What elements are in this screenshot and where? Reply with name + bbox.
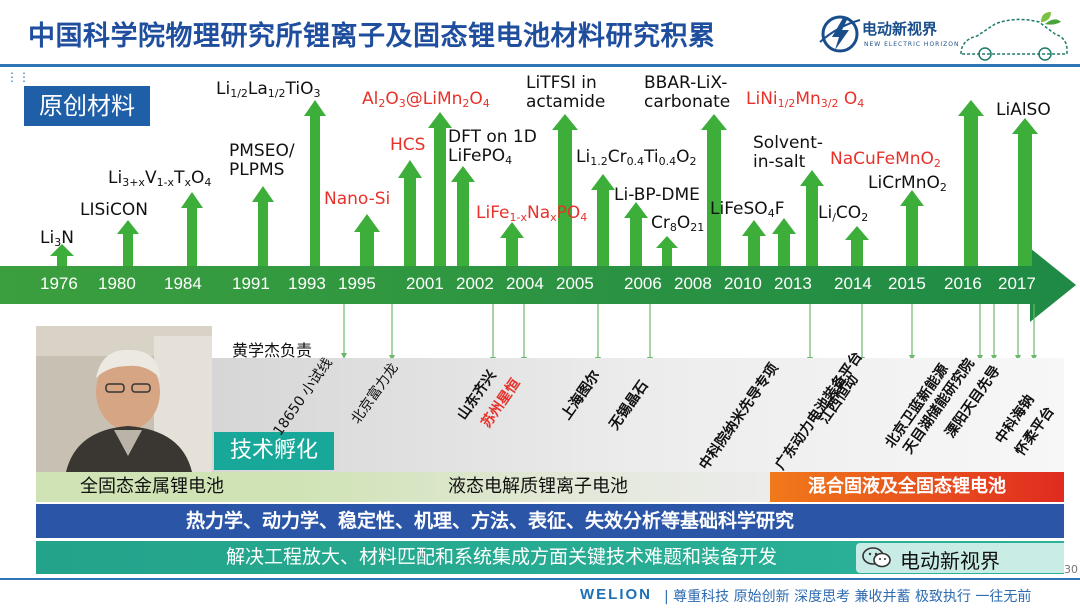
timeline-arrow bbox=[0, 248, 1076, 322]
material-label: LiCrMnO2 bbox=[868, 173, 947, 195]
material-label: Solvent-in-salt bbox=[753, 133, 824, 172]
arrow-lialso bbox=[1012, 118, 1038, 266]
year-label: 1991 bbox=[232, 274, 270, 293]
arrow-lifena bbox=[500, 222, 524, 266]
material-label: PMSEO/PLPMS bbox=[229, 141, 295, 180]
year-label: 2008 bbox=[674, 274, 712, 293]
header-rule bbox=[0, 64, 1080, 67]
arrow-li3n bbox=[50, 244, 74, 266]
band-basic-science: 热力学、动力学、稳定性、机理、方法、表征、失效分析等基础科学研究 bbox=[36, 504, 1064, 538]
band-label: 全固态金属锂电池 bbox=[80, 476, 224, 497]
arrow-hcs bbox=[398, 160, 422, 266]
band-label: 热力学、动力学、稳定性、机理、方法、表征、失效分析等基础科学研究 bbox=[186, 510, 795, 532]
material-label: LiFeSO4F bbox=[710, 199, 785, 221]
year-label: 1984 bbox=[164, 274, 202, 293]
arrow-nanosi bbox=[354, 214, 380, 266]
arrow-cr8o21 bbox=[656, 236, 678, 266]
year-label: 2013 bbox=[774, 274, 812, 293]
arrow-lifesof bbox=[742, 220, 766, 266]
wechat-icon bbox=[862, 547, 891, 568]
page-title: 中国科学院物理研究所锂离子及固态锂电池材料研究积累 bbox=[28, 21, 716, 52]
material-label: HCS bbox=[390, 135, 426, 155]
arrow-bbar bbox=[701, 114, 727, 266]
material-label: BBAR-LiX-carbonate bbox=[644, 73, 731, 112]
arrow-licrti bbox=[591, 174, 615, 266]
material-label: Li/CO2 bbox=[818, 203, 869, 225]
material-label: LiTFSI in actamide bbox=[526, 73, 606, 112]
arrow-lisicon bbox=[117, 220, 139, 266]
green-car-icon bbox=[960, 12, 1068, 61]
lightning-logo-icon bbox=[819, 15, 861, 53]
year-label: 2010 bbox=[724, 274, 762, 293]
material-label: LiNi1/2Mn3/2 O4 bbox=[746, 89, 865, 111]
footer-rule bbox=[0, 578, 1080, 580]
arrow-al2o3 bbox=[428, 112, 452, 266]
original-materials-badge: 原创材料 bbox=[24, 86, 150, 126]
brand-name: 电动新视界 bbox=[862, 20, 938, 38]
arrow-pmseo bbox=[252, 186, 274, 266]
arrow-lnmo bbox=[772, 218, 796, 266]
year-label: 2005 bbox=[556, 274, 594, 293]
upward-arrows bbox=[50, 100, 1038, 266]
band-label: 解决工程放大、材料匹配和系统集成方面关键技术难题和装备开发 bbox=[226, 546, 778, 568]
year-label: 2017 bbox=[998, 274, 1036, 293]
incubation-connectors bbox=[341, 304, 1037, 363]
arrow-llto bbox=[304, 100, 326, 266]
arrow-solvent bbox=[800, 170, 824, 266]
arrow-li3xv bbox=[181, 192, 203, 266]
arrow-lico2 bbox=[845, 226, 869, 266]
material-label: NaCuFeMnO2 bbox=[830, 149, 941, 171]
year-label: 1976 bbox=[40, 274, 78, 293]
year-label: 2015 bbox=[888, 274, 926, 293]
material-label: Al2O3@LiMn2O4 bbox=[362, 89, 490, 111]
person-icon bbox=[36, 326, 212, 472]
year-label: 2016 bbox=[944, 274, 982, 293]
band-label: 混合固液及全固态锂电池 bbox=[808, 476, 1006, 497]
material-label: Li-BP-DME bbox=[614, 185, 700, 205]
year-label: 1980 bbox=[98, 274, 136, 293]
year-label: 2006 bbox=[624, 274, 662, 293]
material-label: LiFe1-xNaxPO4 bbox=[476, 203, 588, 225]
band-hybrid-solid-liquid: 混合固液及全固态锂电池 bbox=[770, 472, 1064, 502]
brand-subtitle: NEW ELECTRIC HORIZON bbox=[864, 41, 960, 48]
timeline-graphic bbox=[0, 100, 1076, 363]
material-label: LISiCON bbox=[80, 200, 148, 220]
page-number: 30 bbox=[1064, 563, 1078, 576]
year-label: 2002 bbox=[456, 274, 494, 293]
material-label: DFT on 1D LiFePO4 bbox=[448, 127, 537, 168]
material-label: Li1/2La1/2TiO3 bbox=[216, 79, 321, 101]
wechat-watermark: 电动新视界 bbox=[856, 543, 1070, 573]
year-label: 1995 bbox=[338, 274, 376, 293]
incubation-badge: 技术孵化 bbox=[214, 432, 334, 470]
material-label: Nano-Si bbox=[324, 189, 391, 209]
material-label: LiAlSO bbox=[996, 100, 1051, 120]
arrow-dft bbox=[451, 166, 475, 266]
wechat-account-name: 电动新视界 bbox=[900, 549, 1000, 573]
year-label: 2001 bbox=[406, 274, 444, 293]
arrow-licrmno bbox=[900, 190, 924, 266]
arrow-libp bbox=[624, 202, 648, 266]
band-solid-state-metal: 全固态金属锂电池 bbox=[36, 472, 286, 502]
footer-brand-logo: WELION bbox=[580, 586, 652, 603]
year-label: 1993 bbox=[288, 274, 326, 293]
band-liquid-electrolyte: 液态电解质锂离子电池 bbox=[286, 472, 770, 502]
incubation-zone bbox=[212, 358, 1064, 472]
year-label: 2014 bbox=[834, 274, 872, 293]
year-label: 2004 bbox=[506, 274, 544, 293]
material-label: Li3N bbox=[40, 228, 74, 250]
material-label: Li1.2Cr0.4Ti0.4O2 bbox=[576, 147, 697, 169]
arrow-2016 bbox=[958, 100, 984, 266]
material-label: Li3+xV1-xTxO4 bbox=[108, 168, 212, 190]
arrow-litfsi bbox=[552, 114, 578, 266]
portrait-photo bbox=[36, 326, 212, 472]
material-label: Cr8O21 bbox=[651, 213, 705, 235]
leader-label: 黄学杰负责 bbox=[232, 341, 313, 360]
footer-slogan: | 尊重科技 原始创新 深度思考 兼收并蓄 极致执行 一往无前 bbox=[664, 589, 1032, 605]
band-label: 液态电解质锂离子电池 bbox=[448, 476, 628, 497]
